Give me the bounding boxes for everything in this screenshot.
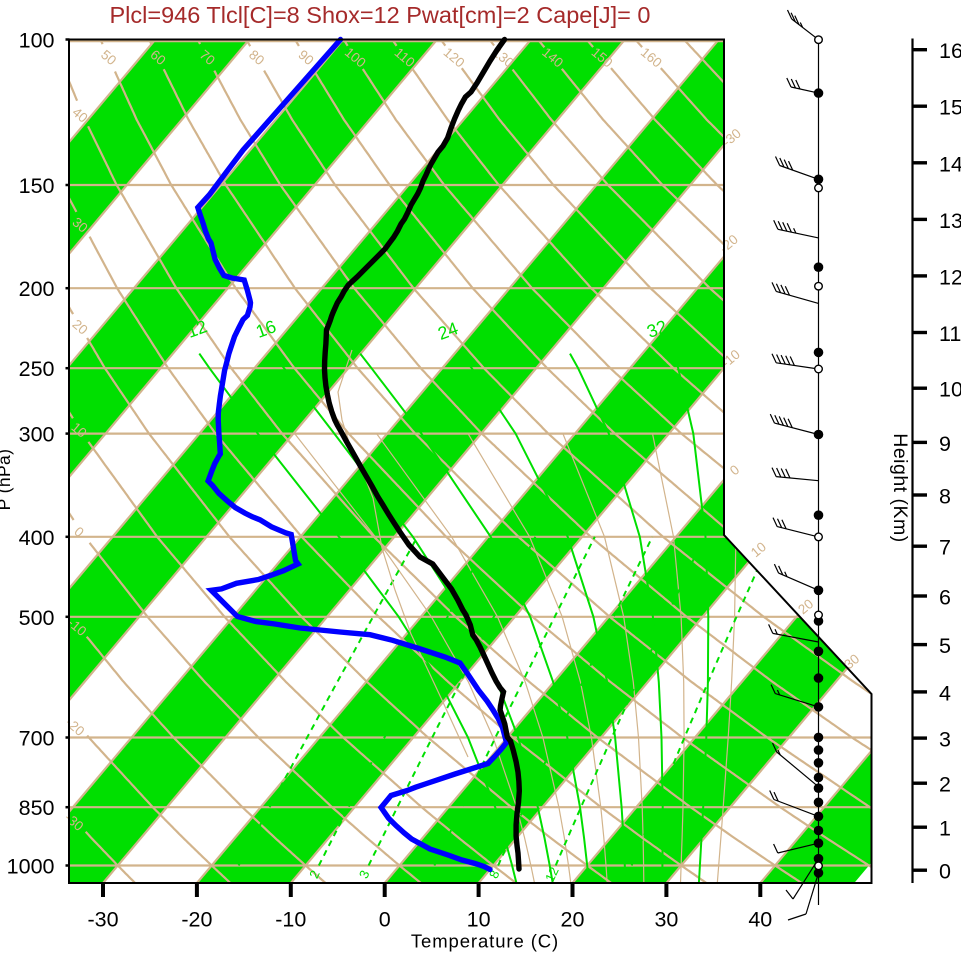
- svg-text:850: 850: [19, 796, 55, 820]
- svg-text:-10: -10: [275, 908, 306, 932]
- svg-text:Height (Km): Height (Km): [889, 433, 911, 543]
- svg-text:50: 50: [98, 47, 119, 68]
- svg-text:11: 11: [939, 322, 961, 346]
- svg-text:300: 300: [19, 423, 55, 447]
- svg-text:14: 14: [939, 152, 961, 176]
- svg-text:250: 250: [19, 357, 55, 381]
- svg-text:20: 20: [69, 316, 90, 337]
- svg-text:-30: -30: [87, 908, 118, 932]
- svg-text:90: 90: [295, 47, 316, 68]
- svg-text:10: 10: [939, 378, 961, 402]
- svg-text:-20: -20: [181, 908, 212, 932]
- svg-text:7: 7: [939, 536, 951, 560]
- svg-text:700: 700: [19, 727, 55, 751]
- svg-text:100: 100: [19, 29, 55, 53]
- svg-text:6: 6: [939, 586, 951, 610]
- svg-text:0: 0: [379, 908, 391, 932]
- svg-text:150: 150: [19, 174, 55, 198]
- svg-text:500: 500: [19, 606, 55, 630]
- svg-text:12: 12: [542, 865, 562, 884]
- svg-text:3: 3: [939, 728, 951, 752]
- svg-text:40: 40: [748, 908, 772, 932]
- svg-text:15: 15: [939, 96, 961, 120]
- svg-text:1: 1: [939, 817, 951, 841]
- svg-text:12: 12: [939, 265, 961, 289]
- svg-text:30: 30: [654, 908, 678, 932]
- svg-text:5: 5: [939, 634, 951, 658]
- svg-text:10: 10: [68, 419, 89, 440]
- svg-text:70: 70: [197, 47, 218, 68]
- svg-text:60: 60: [147, 47, 168, 68]
- svg-text:16: 16: [939, 39, 961, 63]
- svg-text:0: 0: [939, 860, 951, 884]
- svg-text:1000: 1000: [7, 855, 55, 879]
- svg-text:400: 400: [19, 526, 55, 550]
- svg-text:20: 20: [795, 596, 816, 617]
- svg-text:2: 2: [939, 773, 951, 797]
- svg-text:30: 30: [69, 214, 90, 235]
- svg-text:10: 10: [467, 908, 491, 932]
- svg-text:40: 40: [69, 104, 90, 125]
- svg-text:80: 80: [246, 47, 267, 68]
- svg-text:13: 13: [939, 209, 961, 233]
- svg-text:Plcl=946 Tlcl[C]=8 Shox=12 Pwa: Plcl=946 Tlcl[C]=8 Shox=12 Pwat[cm]=2 Ca…: [109, 2, 650, 28]
- svg-text:10: 10: [748, 539, 769, 560]
- svg-text:Temperature (C): Temperature (C): [411, 931, 559, 952]
- svg-text:200: 200: [19, 277, 55, 301]
- svg-text:4: 4: [939, 681, 951, 705]
- svg-text:P (hPa): P (hPa): [0, 449, 14, 511]
- svg-text:20: 20: [561, 908, 585, 932]
- svg-text:20: 20: [618, 865, 638, 884]
- svg-text:8: 8: [939, 485, 951, 509]
- svg-text:9: 9: [939, 432, 951, 456]
